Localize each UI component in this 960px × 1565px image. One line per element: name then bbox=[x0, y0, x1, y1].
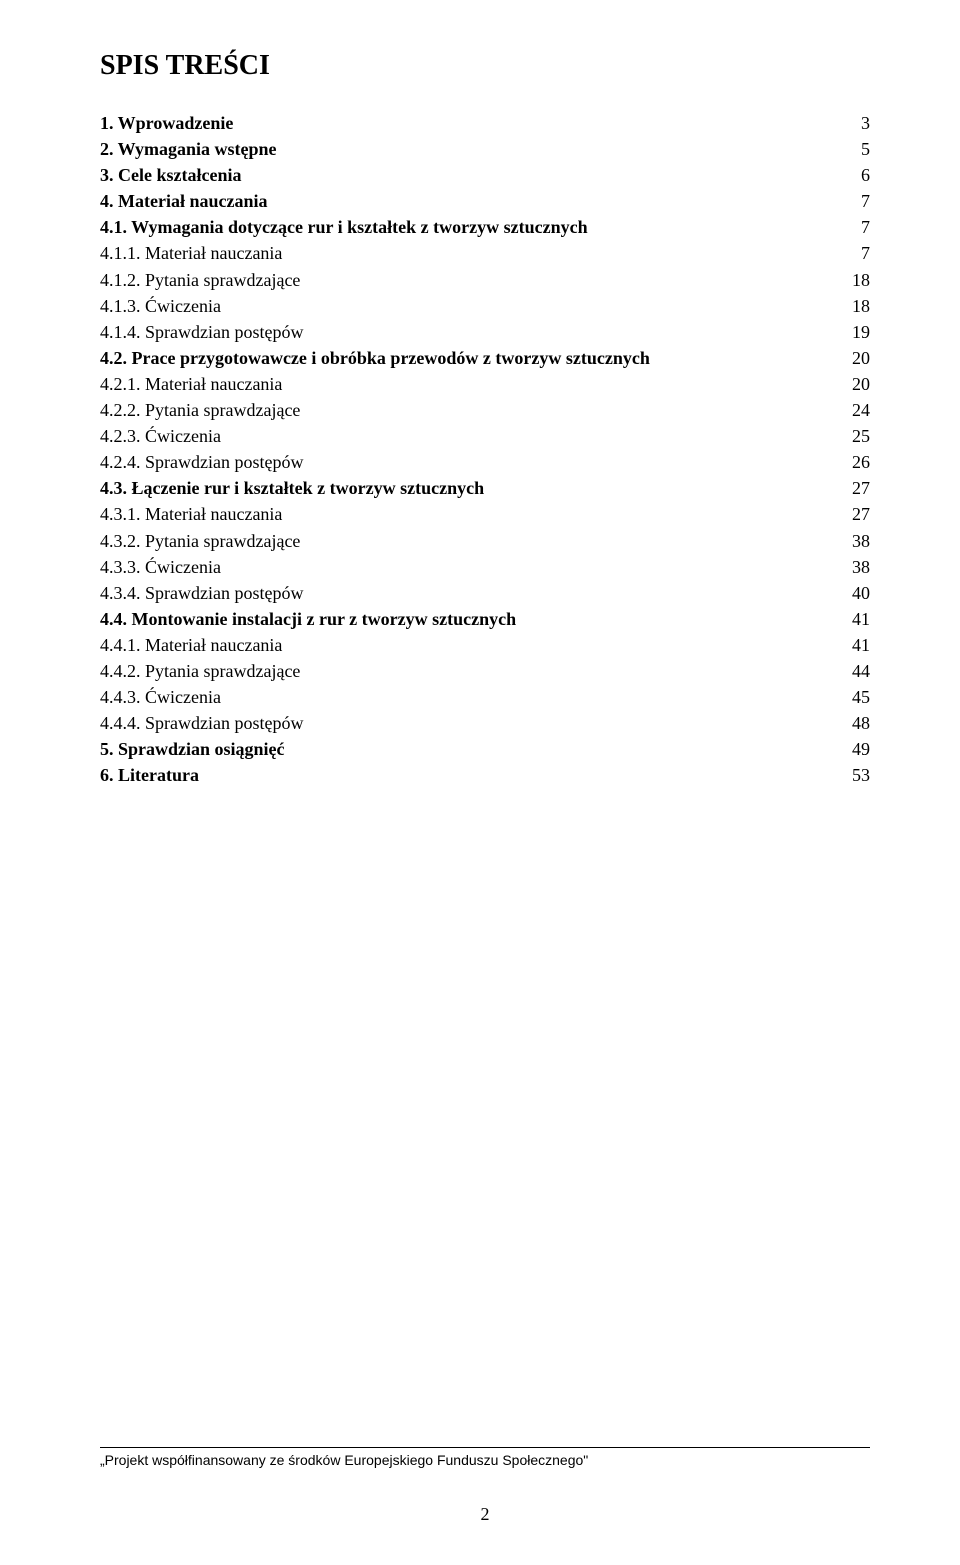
toc-row: 4.2.4. Sprawdzian postępów 26 bbox=[100, 449, 870, 475]
toc-page: 27 bbox=[840, 475, 870, 501]
toc-label: 4.3. Łączenie rur i kształtek z tworzyw … bbox=[100, 475, 484, 501]
toc-row: 4.3.4. Sprawdzian postępów 40 bbox=[100, 580, 870, 606]
toc-label: 4.4. Montowanie instalacji z rur z tworz… bbox=[100, 606, 516, 632]
toc-row: 4.3.2. Pytania sprawdzające 38 bbox=[100, 528, 870, 554]
toc-row: 1. Wprowadzenie 3 bbox=[100, 110, 870, 136]
toc-label: 2. Wymagania wstępne bbox=[100, 136, 277, 162]
toc-page: 48 bbox=[840, 710, 870, 736]
toc-label: 4.3.1. Materiał nauczania bbox=[100, 501, 282, 527]
toc-page: 26 bbox=[840, 449, 870, 475]
toc-row: 4.4. Montowanie instalacji z rur z tworz… bbox=[100, 606, 870, 632]
toc-label: 4.2.3. Ćwiczenia bbox=[100, 423, 221, 449]
footer-text: „Projekt współfinansowany ze środków Eur… bbox=[100, 1452, 870, 1486]
toc-label: 4.2.2. Pytania sprawdzające bbox=[100, 397, 300, 423]
toc-page: 7 bbox=[840, 214, 870, 240]
toc-row: 4.2.1. Materiał nauczania 20 bbox=[100, 371, 870, 397]
toc-label: 4.4.4. Sprawdzian postępów bbox=[100, 710, 303, 736]
toc-page: 20 bbox=[840, 371, 870, 397]
toc-label: 4.3.4. Sprawdzian postępów bbox=[100, 580, 303, 606]
toc-row: 4.2. Prace przygotowawcze i obróbka prze… bbox=[100, 345, 870, 371]
toc-label: 6. Literatura bbox=[100, 762, 199, 788]
toc-row: 4.4.3. Ćwiczenia 45 bbox=[100, 684, 870, 710]
toc-label: 4.1. Wymagania dotyczące rur i kształtek… bbox=[100, 214, 588, 240]
toc-page: 20 bbox=[840, 345, 870, 371]
toc-row: 4.1.2. Pytania sprawdzające 18 bbox=[100, 267, 870, 293]
toc-row: 4. Materiał nauczania 7 bbox=[100, 188, 870, 214]
toc-label: 4.2.1. Materiał nauczania bbox=[100, 371, 282, 397]
toc-page: 45 bbox=[840, 684, 870, 710]
toc-row: 4.4.2. Pytania sprawdzające 44 bbox=[100, 658, 870, 684]
toc-row: 4.1. Wymagania dotyczące rur i kształtek… bbox=[100, 214, 870, 240]
toc-page: 41 bbox=[840, 632, 870, 658]
toc-row: 4.2.2. Pytania sprawdzające 24 bbox=[100, 397, 870, 423]
toc-label: 4.2.4. Sprawdzian postępów bbox=[100, 449, 303, 475]
toc-label: 4.1.1. Materiał nauczania bbox=[100, 240, 282, 266]
toc-label: 4.4.1. Materiał nauczania bbox=[100, 632, 282, 658]
toc-row: 2. Wymagania wstępne 5 bbox=[100, 136, 870, 162]
toc-label: 4.3.2. Pytania sprawdzające bbox=[100, 528, 300, 554]
toc-page: 18 bbox=[840, 293, 870, 319]
page-footer: „Projekt współfinansowany ze środków Eur… bbox=[100, 1447, 870, 1525]
toc-page: 49 bbox=[840, 736, 870, 762]
toc-label: 3. Cele kształcenia bbox=[100, 162, 241, 188]
toc-page: 7 bbox=[840, 240, 870, 266]
toc-page: 25 bbox=[840, 423, 870, 449]
toc-label: 4.1.4. Sprawdzian postępów bbox=[100, 319, 303, 345]
toc-row: 4.4.1. Materiał nauczania 41 bbox=[100, 632, 870, 658]
toc-page: 18 bbox=[840, 267, 870, 293]
toc-page: 5 bbox=[840, 136, 870, 162]
page-number: 2 bbox=[100, 1504, 870, 1525]
toc-label: 5. Sprawdzian osiągnięć bbox=[100, 736, 285, 762]
toc-page: 27 bbox=[840, 501, 870, 527]
toc-row: 6. Literatura 53 bbox=[100, 762, 870, 788]
toc-page: 38 bbox=[840, 528, 870, 554]
toc-row: 4.1.4. Sprawdzian postępów 19 bbox=[100, 319, 870, 345]
toc-label: 4.1.2. Pytania sprawdzające bbox=[100, 267, 300, 293]
toc-page: 24 bbox=[840, 397, 870, 423]
toc-row: 4.4.4. Sprawdzian postępów 48 bbox=[100, 710, 870, 736]
table-of-contents: 1. Wprowadzenie32. Wymagania wstępne53. … bbox=[100, 110, 870, 788]
toc-page: 40 bbox=[840, 580, 870, 606]
toc-row: 4.2.3. Ćwiczenia 25 bbox=[100, 423, 870, 449]
toc-page: 44 bbox=[840, 658, 870, 684]
toc-page: 7 bbox=[840, 188, 870, 214]
toc-page: 19 bbox=[840, 319, 870, 345]
footer-divider bbox=[100, 1447, 870, 1448]
toc-row: 3. Cele kształcenia 6 bbox=[100, 162, 870, 188]
toc-row: 4.1.1. Materiał nauczania 7 bbox=[100, 240, 870, 266]
toc-page: 3 bbox=[840, 110, 870, 136]
toc-label: 4.3.3. Ćwiczenia bbox=[100, 554, 221, 580]
toc-label: 4.1.3. Ćwiczenia bbox=[100, 293, 221, 319]
toc-row: 4.3.1. Materiał nauczania 27 bbox=[100, 501, 870, 527]
toc-row: 5. Sprawdzian osiągnięć 49 bbox=[100, 736, 870, 762]
toc-page: 53 bbox=[840, 762, 870, 788]
page-title: SPIS TREŚCI bbox=[100, 50, 870, 82]
toc-label: 4.2. Prace przygotowawcze i obróbka prze… bbox=[100, 345, 650, 371]
toc-label: 4.4.3. Ćwiczenia bbox=[100, 684, 221, 710]
toc-row: 4.3. Łączenie rur i kształtek z tworzyw … bbox=[100, 475, 870, 501]
toc-label: 4.4.2. Pytania sprawdzające bbox=[100, 658, 300, 684]
toc-page: 38 bbox=[840, 554, 870, 580]
toc-row: 4.3.3. Ćwiczenia 38 bbox=[100, 554, 870, 580]
toc-page: 41 bbox=[840, 606, 870, 632]
toc-row: 4.1.3. Ćwiczenia 18 bbox=[100, 293, 870, 319]
toc-label: 1. Wprowadzenie bbox=[100, 110, 233, 136]
toc-page: 6 bbox=[840, 162, 870, 188]
toc-label: 4. Materiał nauczania bbox=[100, 188, 267, 214]
